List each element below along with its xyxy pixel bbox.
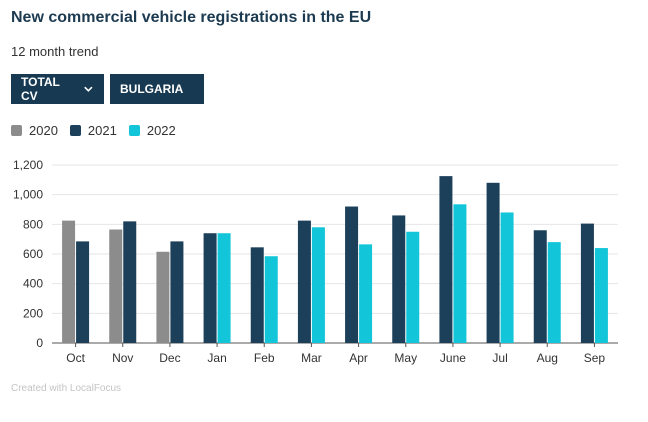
- x-tick-label: Dec: [159, 351, 180, 365]
- x-tick-label: Sep: [584, 351, 606, 365]
- chart-subtitle: 12 month trend: [11, 44, 99, 59]
- y-tick-label: 1,000: [13, 188, 43, 202]
- country-label: BULGARIA: [120, 82, 184, 96]
- bar-2021-oct[interactable]: [76, 241, 90, 343]
- x-tick-label: Oct: [66, 351, 85, 365]
- bar-2021-nov[interactable]: [123, 221, 137, 343]
- legend-label-2020: 2020: [29, 123, 58, 138]
- bar-2021-aug[interactable]: [533, 230, 547, 343]
- bar-2022-feb[interactable]: [264, 256, 278, 343]
- bar-2021-jan[interactable]: [203, 233, 217, 343]
- y-tick-label: 1,200: [13, 158, 43, 172]
- y-tick-label: 200: [23, 306, 43, 320]
- x-tick-label: Jan: [207, 351, 226, 365]
- bar-2020-nov[interactable]: [109, 229, 123, 343]
- legend-label-2022: 2022: [146, 123, 176, 138]
- bar-2022-jan[interactable]: [217, 233, 231, 343]
- y-tick-label: 800: [23, 217, 43, 231]
- bar-2021-may[interactable]: [392, 215, 406, 343]
- chart-title: New commercial vehicle registrations in …: [11, 9, 372, 26]
- vehicle-type-label: TOTAL CV: [21, 75, 60, 103]
- bar-2021-mar[interactable]: [297, 220, 311, 343]
- x-tick-label: May: [394, 351, 417, 365]
- bar-2021-june[interactable]: [439, 176, 453, 343]
- bar-2021-sep[interactable]: [580, 223, 594, 343]
- y-tick-label: 0: [36, 336, 43, 350]
- bar-2022-mar[interactable]: [311, 227, 325, 343]
- legend-swatch-2022: [128, 125, 140, 136]
- legend-label-2021: 2021: [87, 123, 117, 138]
- y-tick-label: 400: [23, 277, 43, 291]
- bar-2022-apr[interactable]: [359, 244, 373, 343]
- legend-swatch-2020: [11, 125, 22, 136]
- bar-2021-dec[interactable]: [170, 241, 184, 343]
- legend-swatch-2021: [69, 125, 81, 136]
- x-tick-label: June: [440, 351, 466, 365]
- bar-2021-feb[interactable]: [250, 247, 264, 343]
- chevron-down-icon: [193, 88, 194, 90]
- bar-2022-sep[interactable]: [594, 248, 608, 343]
- x-tick-label: Mar: [301, 351, 322, 365]
- vehicle-type-dropdown[interactable]: TOTAL CV: [11, 74, 104, 104]
- legend-item-2022[interactable]: 2022: [128, 123, 176, 138]
- bar-chart: 0 200 400 600 800 1,000 1,200 Oct Nov Dec Jan Feb Ma…: [13, 158, 618, 365]
- x-tick-label: Jul: [492, 351, 507, 365]
- bar-2022-jul[interactable]: [500, 212, 514, 343]
- bar-2020-oct[interactable]: [62, 220, 76, 343]
- x-tick-label: Nov: [112, 351, 133, 365]
- x-tick-label: Aug: [537, 351, 558, 365]
- bar-2022-june[interactable]: [453, 204, 467, 343]
- legend-item-2020[interactable]: 2020: [11, 123, 58, 138]
- bar-2022-may[interactable]: [406, 231, 420, 343]
- legend-item-2021[interactable]: 2021: [69, 123, 117, 138]
- y-tick-label: 600: [23, 247, 43, 261]
- bar-2020-dec[interactable]: [156, 251, 170, 343]
- chevron-down-icon: [84, 86, 93, 92]
- footer-credit: Created with LocalFocus: [11, 383, 122, 394]
- bar-2021-jul[interactable]: [486, 182, 500, 343]
- country-dropdown[interactable]: BULGARIA: [110, 74, 204, 104]
- x-tick-label: Feb: [254, 351, 275, 365]
- chart-legend: 2020 2021 2022: [11, 123, 188, 138]
- x-tick-label: Apr: [349, 351, 368, 365]
- bar-2022-aug[interactable]: [547, 242, 561, 343]
- bar-2021-apr[interactable]: [345, 206, 359, 343]
